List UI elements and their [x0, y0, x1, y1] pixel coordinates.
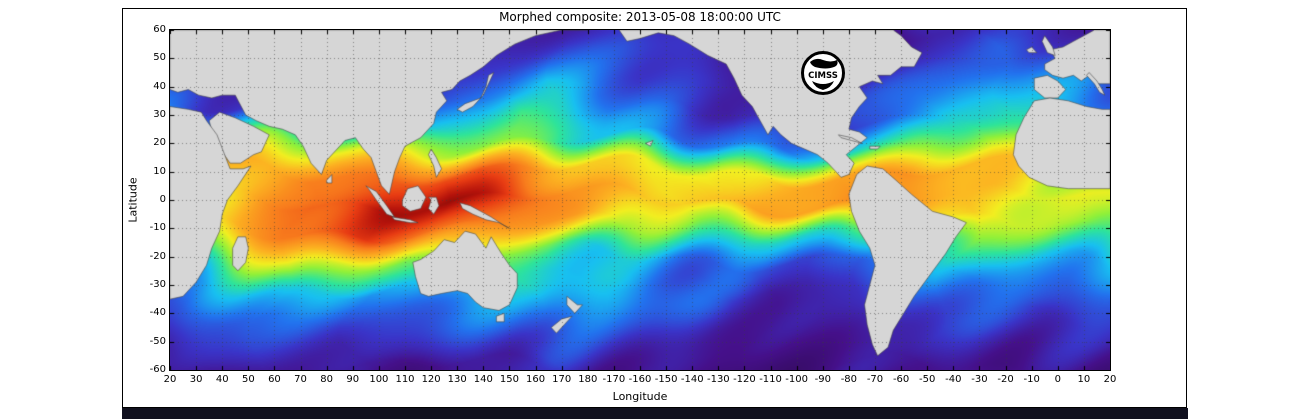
logo-land-shape-top: [810, 58, 838, 69]
x-axis-label: Longitude: [612, 390, 668, 403]
cimss-logo: CIMSS: [800, 50, 846, 96]
logo-text: CIMSS: [808, 71, 838, 81]
bottom-bar: [122, 408, 1188, 419]
tpw-heatmap-plot: [169, 29, 1111, 371]
chart-title: Morphed composite: 2013-05-08 18:00:00 U…: [499, 10, 781, 24]
y-axis-label: Latitude: [126, 177, 140, 223]
logo-land-shape-bottom: [812, 81, 834, 90]
